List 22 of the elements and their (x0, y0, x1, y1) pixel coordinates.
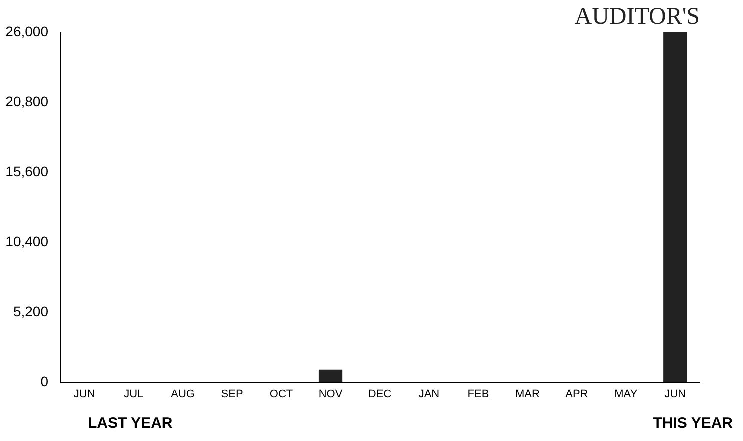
y-tick-label: 26,000 (6, 24, 49, 40)
x-tick-label: JUL (124, 388, 144, 400)
text: THIS YEAR (653, 415, 733, 432)
y-tick-label: 5,200 (13, 304, 49, 320)
x-tick-label: FEB (468, 388, 490, 400)
y-tick-label: 20,800 (6, 94, 49, 110)
chart-title: AUDITOR'S (574, 4, 700, 30)
y-tick-label: 0 (40, 374, 49, 390)
x-tick-label: NOV (318, 388, 344, 400)
y-tick-label: 10,400 (6, 234, 49, 250)
x-tick-label: OCT (270, 388, 294, 400)
x-tick-label: JAN (418, 388, 440, 400)
x-tick-label: MAY (614, 388, 638, 400)
y-tick-label: 15,600 (6, 164, 49, 180)
x-tick-label: SEP (221, 388, 244, 400)
x-tick-label: AUG (171, 388, 195, 400)
x-tick-label: DEC (368, 388, 392, 400)
x-tick-label: MAR (515, 388, 540, 400)
x-tick-label: APR (566, 388, 588, 400)
x-tick-label: JUN (664, 388, 686, 400)
x-tick-label: JUN (74, 388, 96, 400)
text: LAST YEAR (88, 415, 173, 432)
